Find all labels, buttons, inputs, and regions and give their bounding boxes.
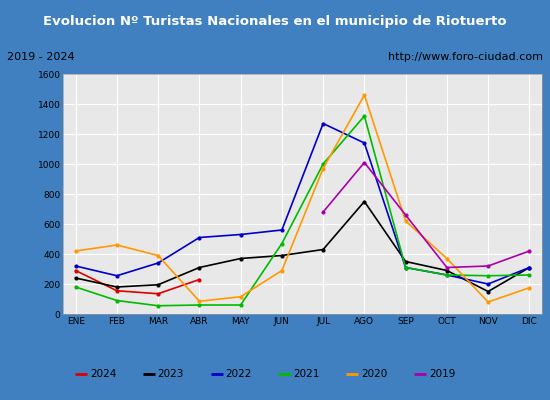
Text: 2019: 2019 — [429, 369, 455, 378]
Text: 2020: 2020 — [361, 369, 387, 378]
Text: 2022: 2022 — [226, 369, 252, 378]
Text: 2019 - 2024: 2019 - 2024 — [7, 52, 74, 62]
Text: http://www.foro-ciudad.com: http://www.foro-ciudad.com — [388, 52, 543, 62]
Text: 2024: 2024 — [90, 369, 116, 378]
Text: Evolucion Nº Turistas Nacionales en el municipio de Riotuerto: Evolucion Nº Turistas Nacionales en el m… — [43, 14, 507, 28]
Text: 2023: 2023 — [158, 369, 184, 378]
Text: 2021: 2021 — [293, 369, 320, 378]
